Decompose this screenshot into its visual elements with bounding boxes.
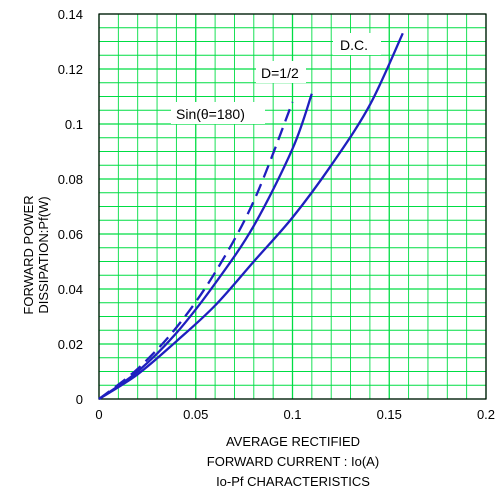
y-tick-label: 0.04 — [58, 282, 83, 297]
y-axis-label-line2: DISSIPATION:Pf(W) — [36, 196, 51, 313]
series-line-1 — [98, 93, 313, 400]
x-axis-label-line2: FORWARD CURRENT : Io(A) — [207, 454, 379, 469]
y-tick-label: 0.1 — [65, 117, 83, 132]
x-tick-label: 0.2 — [477, 407, 495, 422]
curves — [98, 32, 404, 400]
label-box-d-half: D=1/2 — [256, 61, 306, 83]
curve-label-sin: Sin(θ=180) — [176, 106, 245, 122]
y-tick-label: 0.02 — [58, 337, 83, 352]
plot-frame — [98, 13, 487, 400]
x-tick-label: 0 — [95, 407, 102, 422]
chart-title: Io-Pf CHARACTERISTICS — [216, 474, 370, 489]
series-line-0 — [98, 32, 404, 400]
curve-label-dc: D.C. — [340, 37, 368, 53]
x-axis-label-line1: AVERAGE RECTIFIED — [226, 434, 360, 449]
tick-labels: 0 0.05 0.1 0.15 0.2 0 0.02 0.04 0.06 0.08 0.1 0.12 0… — [58, 7, 495, 422]
y-tick-label: 0.06 — [58, 227, 83, 242]
x-tick-label: 0.15 — [377, 407, 402, 422]
grid — [98, 13, 487, 400]
y-tick-label: 0.08 — [58, 172, 83, 187]
y-tick-label: 0.12 — [58, 62, 83, 77]
series-line-2 — [98, 101, 294, 400]
y-tick-label: 0.14 — [58, 7, 83, 22]
label-box-dc: D.C. — [333, 33, 381, 55]
x-tick-label: 0.05 — [183, 407, 208, 422]
x-tick-label: 0.1 — [283, 407, 301, 422]
y-tick-label: 0 — [76, 392, 83, 407]
label-box-sin: Sin(θ=180) — [171, 102, 265, 124]
y-axis-label-line1: FORWARD POWER — [21, 195, 36, 314]
curve-label-d-half: D=1/2 — [261, 65, 299, 81]
